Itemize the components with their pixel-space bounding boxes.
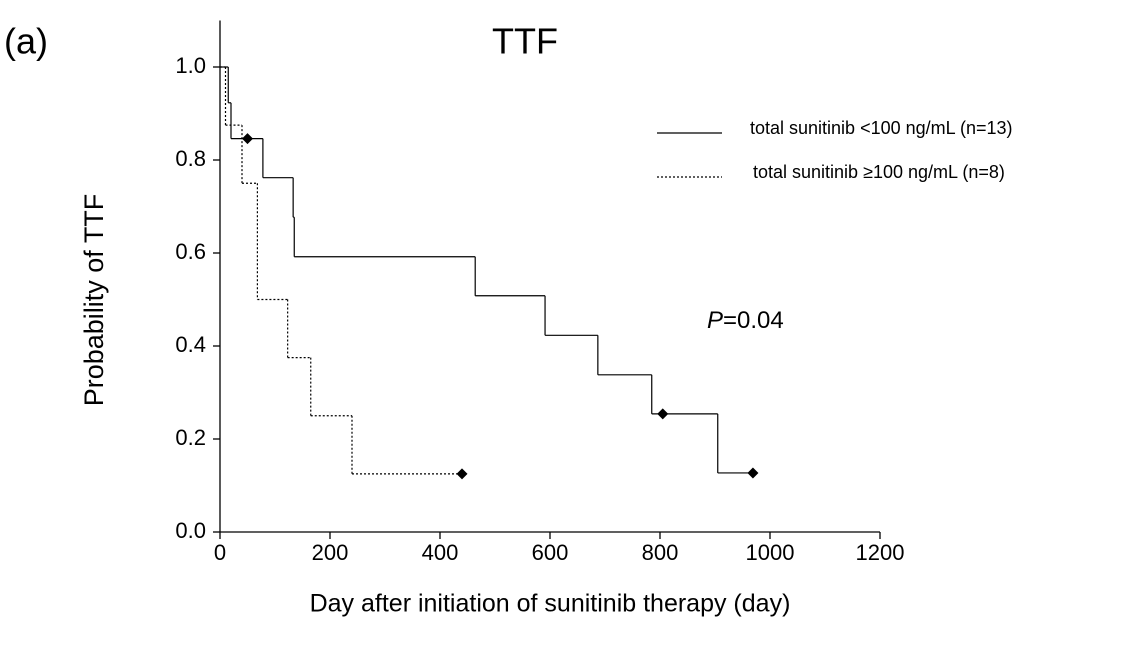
y-tick-label: 0.8 [175, 146, 206, 171]
censor-marker [456, 468, 468, 480]
censor-marker [242, 133, 253, 145]
legend-label: total sunitinib <100 ng/mL (n=13) [750, 118, 1013, 138]
x-tick-label: 0 [214, 540, 226, 565]
censor-marker [747, 467, 759, 479]
x-axis-label: Day after initiation of sunitinib therap… [310, 590, 791, 618]
legend-label: total sunitinib ≥100 ng/mL (n=8) [753, 162, 1005, 182]
censor-marker [657, 408, 669, 420]
annotation-text: =0.04 [723, 307, 784, 334]
y-tick-label: 0.4 [175, 332, 206, 357]
x-tick-label: 1000 [746, 540, 795, 565]
x-tick-label: 600 [532, 540, 569, 565]
annotation: P=0.04 [707, 307, 784, 334]
y-tick-label: 0.0 [175, 518, 206, 543]
y-tick-label: 1.0 [175, 53, 206, 78]
panel-label: (a) [4, 21, 48, 62]
x-tick-label: 1200 [856, 540, 905, 565]
y-tick-label: 0.6 [175, 239, 206, 264]
y-axis-label: Probability of TTF [79, 194, 109, 407]
chart-title: TTF [492, 21, 558, 62]
x-tick-label: 400 [422, 540, 459, 565]
y-tick-label: 0.2 [175, 425, 206, 450]
x-tick-label: 200 [312, 540, 349, 565]
x-tick-label: 800 [642, 540, 679, 565]
annotation-italic: P [707, 307, 723, 334]
